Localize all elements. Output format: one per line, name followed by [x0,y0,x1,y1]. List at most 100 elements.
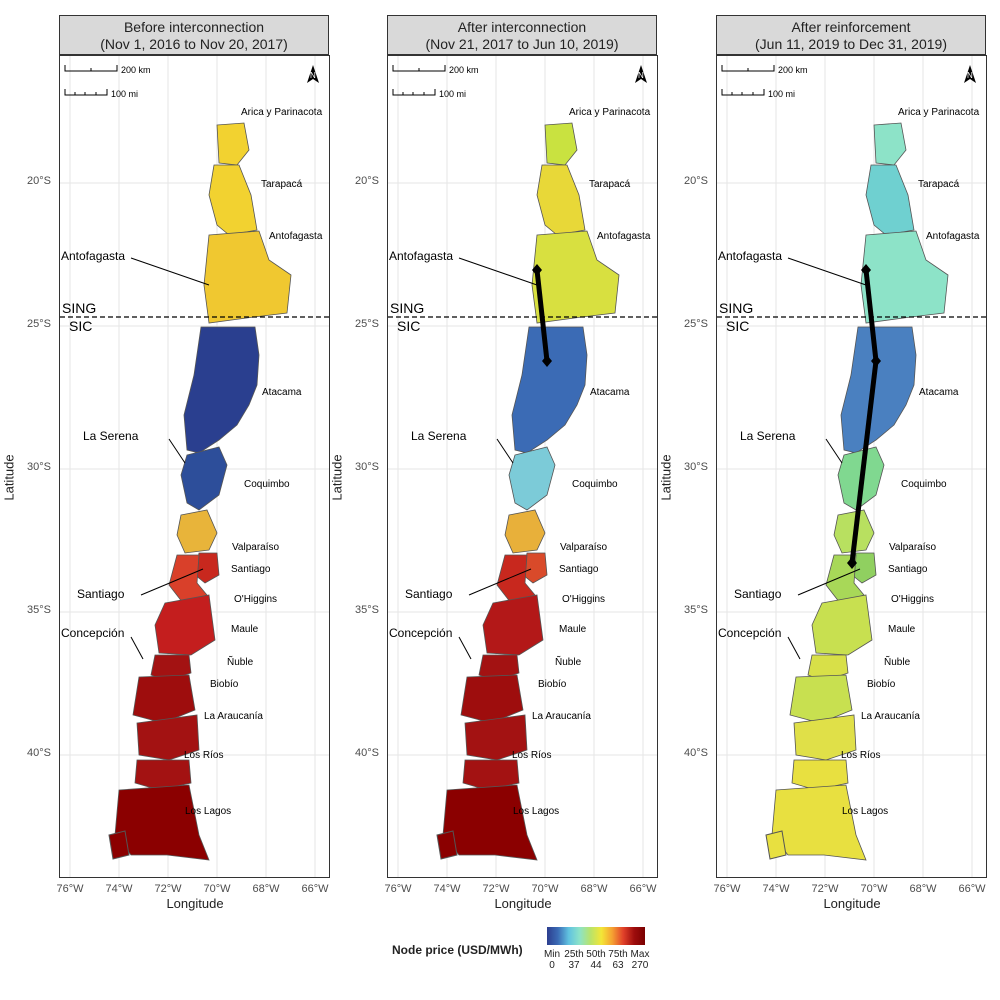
scalebar-km [64,65,118,72]
city-callout-leader [168,438,186,464]
legend-tick-25th: 25th 37 [564,949,584,971]
map-plot-area: SING SIC Arica y Parinacota Tarapacá Antofag… [716,55,987,878]
panel-title-line1: After interconnection [457,19,587,35]
city-callout-leader [825,438,843,464]
panel-title-line1: After reinforcement [791,19,911,35]
x-tick-label: 70°W [203,883,231,895]
region-shape-biob-o [789,674,853,724]
x-tick-label: 72°W [811,883,839,895]
city-callout-label: Santiago [77,587,125,601]
map-plot-area: SING SIC Arica y Parinacota Tarapacá Antofag… [59,55,330,878]
x-tick-label: 74°W [433,883,461,895]
city-callout-leader [797,568,861,596]
substation-node [542,355,552,367]
x-tick-label: 74°W [762,883,790,895]
color-legend: Node price (USD/MWh) Min 0 25th 37 50th 44 … [380,925,680,985]
city-callout-label: Concepción [61,626,124,640]
x-axis-title: Longitude [823,896,881,911]
y-tick-label: 35°S [684,604,708,616]
north-arrow-label: N [310,71,316,80]
region-label: Valparaíso [232,542,280,553]
region-label: Los Lagos [185,806,231,817]
region-shape-coquimbo [508,446,556,511]
scalebar-km [721,65,775,72]
region-shape-valpara-so [504,509,546,554]
region-shape-biob-o [460,674,524,724]
sing-label: SING [390,300,424,316]
transmission-line [863,269,879,362]
substation-node [871,355,881,367]
region-label: Los Lagos [513,806,559,817]
x-tick-label: 66°W [301,883,329,895]
city-callout-label: Antofagasta [718,249,782,263]
x-tick-label: 66°W [958,883,986,895]
region-shape-antofagasta [203,230,292,324]
region-label: Ñuble [555,655,582,668]
x-tick-label: 68°W [580,883,608,895]
transmission-line [534,269,550,362]
map-panel-2: After interconnection (Nov 21, 2017 to Ju… [387,15,659,879]
y-tick-label: 30°S [27,461,51,473]
city-callout-leader [496,438,514,464]
legend-tick-75th: 75th 63 [608,949,628,971]
y-tick-label: 25°S [684,318,708,330]
city-callout-label: La Serena [83,429,139,443]
region-shape-valpara-so [176,509,218,554]
y-tick-label: 20°S [27,175,51,187]
panel-title: After reinforcement (Jun 11, 2019 to Dec … [716,15,986,55]
scalebar-mi-label: 100 mi [439,89,466,99]
region-label: Atacama [919,387,959,398]
region-label: Coquimbo [572,479,618,490]
region-label: O'Higgins [562,594,605,605]
region-label: Coquimbo [901,479,947,490]
region-label: Coquimbo [244,479,290,490]
map-panel-1: Before interconnection (Nov 1, 2016 to No… [59,15,331,879]
x-tick-label: 72°W [154,883,182,895]
region-label: Los Ríos [512,750,551,761]
region-label: Arica y Parinacota [569,107,651,118]
region-label: Santiago [559,564,599,575]
region-shape-la-araucan-a [464,714,528,761]
city-callout-leader [130,636,144,660]
region-label: Antofagasta [597,231,651,242]
scalebar-km-label: 200 km [121,65,151,75]
sing-label: SING [62,300,96,316]
region-shape-biob-o [132,674,196,724]
region-label: Atacama [262,387,302,398]
region-label: O'Higgins [891,594,934,605]
legend-tick-min: Min 0 [543,949,561,971]
region-label: Antofagasta [269,231,323,242]
region-label: Biobío [538,679,567,690]
x-axis-title: Longitude [494,896,552,911]
y-axis-title: Latitude [329,454,345,501]
city-callout-leader [787,636,801,660]
city-callout-leader [787,257,867,286]
region-shape-atacama [840,326,917,454]
region-label: O'Higgins [234,594,277,605]
city-callout-leader [458,636,472,660]
x-tick-label: 70°W [860,883,888,895]
region-shape-maule [154,594,216,656]
panel-title: Before interconnection (Nov 1, 2016 to No… [59,15,329,55]
scalebar-mi-label: 100 mi [111,89,138,99]
region-label: Santiago [888,564,928,575]
city-callout-leader [468,568,532,596]
city-callout-label: Santiago [405,587,453,601]
map-panel-3: After reinforcement (Jun 11, 2019 to Dec … [716,15,988,879]
y-tick-label: 35°S [355,604,379,616]
region-label: Atacama [590,387,630,398]
region-shape-coquimbo [180,446,228,511]
x-tick-label: 68°W [252,883,280,895]
city-callout-label: La Serena [740,429,796,443]
region-label: La Araucanía [532,711,591,722]
y-tick-label: 40°S [27,747,51,759]
y-tick-label: 35°S [27,604,51,616]
region-shape-atacama [183,326,260,454]
y-axis-title: Latitude [1,454,17,501]
island-shape [436,830,458,860]
scalebar-mi-label: 100 mi [768,89,795,99]
city-callout-label: La Serena [411,429,467,443]
region-shape-la-araucan-a [136,714,200,761]
x-tick-label: 72°W [482,883,510,895]
region-label: Tarapacá [918,179,960,190]
